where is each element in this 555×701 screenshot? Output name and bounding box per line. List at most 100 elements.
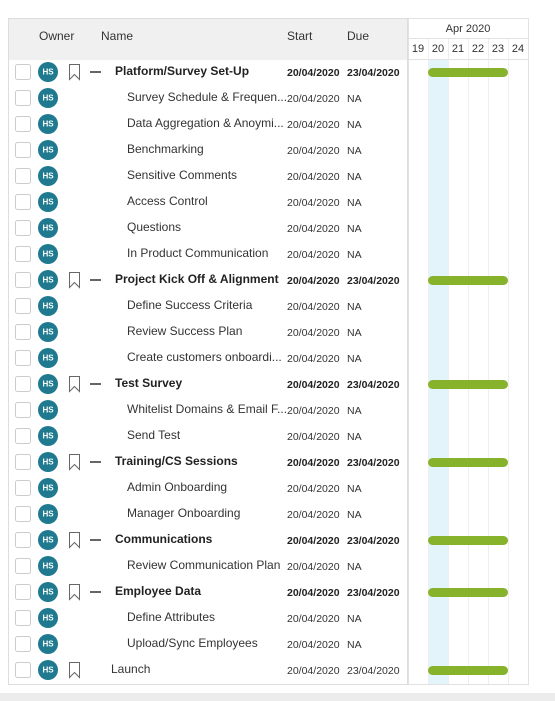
task-name[interactable]: Launch bbox=[111, 662, 150, 676]
task-name[interactable]: Training/CS Sessions bbox=[115, 454, 238, 468]
month-label: Apr 2020 bbox=[446, 23, 491, 35]
task-name[interactable]: Communications bbox=[115, 532, 213, 546]
due-date: NA bbox=[347, 301, 362, 313]
owner-avatar bbox=[38, 270, 58, 290]
owner-initials: HS bbox=[42, 562, 54, 571]
task-name[interactable]: Define Success Criteria bbox=[127, 298, 253, 312]
checkbox[interactable] bbox=[15, 350, 31, 366]
start-date: 20/04/2020 bbox=[287, 379, 340, 391]
gantt-bar[interactable] bbox=[428, 588, 508, 597]
task-name[interactable]: Test Survey bbox=[115, 376, 182, 390]
bookmark-icon[interactable] bbox=[69, 532, 80, 549]
task-name[interactable]: Manager Onboarding bbox=[127, 506, 240, 520]
gantt-bar[interactable] bbox=[428, 276, 508, 285]
task-name[interactable]: Review Success Plan bbox=[127, 324, 242, 338]
task-name[interactable]: Data Aggregation & Anoymi... bbox=[127, 116, 284, 130]
checkbox[interactable] bbox=[15, 142, 31, 158]
owner-avatar bbox=[38, 62, 58, 82]
owner-header[interactable]: Owner bbox=[39, 29, 74, 43]
task-name[interactable]: Benchmarking bbox=[127, 142, 204, 156]
gantt-bar[interactable] bbox=[428, 458, 508, 467]
start-date: 20/04/2020 bbox=[287, 301, 340, 313]
task-name[interactable]: Create customers onboardi... bbox=[127, 350, 282, 364]
task-name[interactable]: Send Test bbox=[127, 428, 181, 442]
task-name[interactable]: Project Kick Off & Alignment bbox=[115, 272, 279, 286]
due-date: NA bbox=[347, 483, 362, 495]
bookmark-icon[interactable] bbox=[69, 454, 80, 471]
task-name[interactable]: Employee Data bbox=[115, 584, 201, 598]
owner-avatar bbox=[38, 556, 58, 576]
checkbox[interactable] bbox=[15, 90, 31, 106]
checkbox[interactable] bbox=[15, 662, 31, 678]
task-name[interactable]: Define Attributes bbox=[127, 610, 215, 624]
checkbox[interactable] bbox=[15, 584, 31, 600]
start-date: 20/04/2020 bbox=[287, 639, 340, 651]
checkbox[interactable] bbox=[15, 116, 31, 132]
checkbox[interactable] bbox=[15, 610, 31, 626]
day-label: 24 bbox=[512, 43, 524, 55]
owner-avatar bbox=[38, 322, 58, 342]
checkbox[interactable] bbox=[15, 636, 31, 652]
bookmark-icon[interactable] bbox=[69, 64, 80, 81]
checkbox[interactable] bbox=[15, 506, 31, 522]
task-name[interactable]: Questions bbox=[127, 220, 181, 234]
checkbox[interactable] bbox=[15, 220, 31, 236]
name-header[interactable]: Name bbox=[101, 29, 133, 43]
task-name[interactable]: Sensitive Comments bbox=[127, 168, 237, 182]
start-date: 20/04/2020 bbox=[287, 275, 340, 287]
checkbox[interactable] bbox=[15, 454, 31, 470]
checkbox[interactable] bbox=[15, 168, 31, 184]
gantt-bar[interactable] bbox=[428, 68, 508, 77]
task-name[interactable]: Access Control bbox=[127, 194, 208, 208]
checkbox[interactable] bbox=[15, 272, 31, 288]
owner-initials: HS bbox=[42, 68, 54, 77]
due-date: NA bbox=[347, 249, 362, 261]
task-name[interactable]: Whitelist Domains & Email F... bbox=[127, 402, 287, 416]
checkbox[interactable] bbox=[15, 480, 31, 496]
due-date: NA bbox=[347, 327, 362, 339]
start-header[interactable]: Start bbox=[287, 29, 313, 43]
day-label: 22 bbox=[472, 43, 484, 55]
due-date: 23/04/2020 bbox=[347, 587, 400, 599]
checkbox[interactable] bbox=[15, 376, 31, 392]
owner-avatar bbox=[38, 114, 58, 134]
task-name[interactable]: Platform/Survey Set-Up bbox=[115, 64, 249, 78]
day-label: 20 bbox=[432, 43, 444, 55]
owner-initials: HS bbox=[42, 146, 54, 155]
bookmark-icon[interactable] bbox=[69, 584, 80, 601]
checkbox[interactable] bbox=[15, 298, 31, 314]
checkbox[interactable] bbox=[15, 402, 31, 418]
gantt-bar[interactable] bbox=[428, 666, 508, 675]
checkbox[interactable] bbox=[15, 64, 31, 80]
owner-initials: HS bbox=[42, 250, 54, 259]
task-name[interactable]: Upload/Sync Employees bbox=[127, 636, 258, 650]
start-date: 20/04/2020 bbox=[287, 509, 340, 521]
bookmark-icon[interactable] bbox=[69, 376, 80, 393]
task-name[interactable]: Admin Onboarding bbox=[127, 480, 227, 494]
checkbox[interactable] bbox=[15, 246, 31, 262]
checkbox[interactable] bbox=[15, 324, 31, 340]
bookmark-icon[interactable] bbox=[69, 662, 80, 679]
owner-avatar bbox=[38, 660, 58, 680]
checkbox[interactable] bbox=[15, 428, 31, 444]
start-date: 20/04/2020 bbox=[287, 145, 340, 157]
owner-initials: HS bbox=[42, 406, 54, 415]
task-name[interactable]: Survey Schedule & Frequen... bbox=[127, 90, 287, 104]
bookmark-icon[interactable] bbox=[69, 272, 80, 289]
task-name[interactable]: Review Communication Plan bbox=[127, 558, 280, 572]
due-date: NA bbox=[347, 145, 362, 157]
owner-initials: HS bbox=[42, 588, 54, 597]
gantt-bar[interactable] bbox=[428, 536, 508, 545]
checkbox[interactable] bbox=[15, 532, 31, 548]
task-name[interactable]: In Product Communication bbox=[127, 246, 268, 260]
owner-avatar bbox=[38, 218, 58, 238]
owner-avatar bbox=[38, 400, 58, 420]
owner-avatar bbox=[38, 452, 58, 472]
start-date: 20/04/2020 bbox=[287, 535, 340, 547]
checkbox[interactable] bbox=[15, 558, 31, 574]
scrollbar[interactable] bbox=[0, 693, 555, 701]
start-date: 20/04/2020 bbox=[287, 249, 340, 261]
due-header[interactable]: Due bbox=[347, 29, 369, 43]
gantt-bar[interactable] bbox=[428, 380, 508, 389]
checkbox[interactable] bbox=[15, 194, 31, 210]
